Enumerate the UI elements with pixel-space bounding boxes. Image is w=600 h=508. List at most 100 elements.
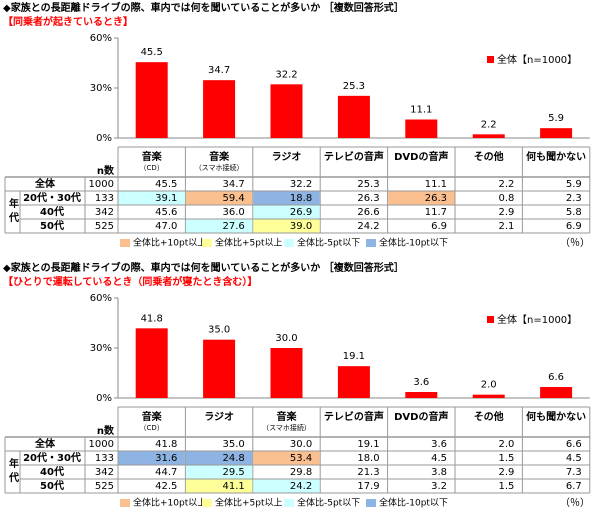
- y-tick-label: 30%: [90, 83, 112, 94]
- cell-value: 3.6: [431, 439, 447, 450]
- cell-value: 18.0: [357, 453, 379, 464]
- cell-value: 19.1: [357, 439, 379, 450]
- bar: [337, 95, 370, 138]
- cell-value: 5.9: [566, 179, 582, 190]
- chart-title: ◆家族との長距離ドライブの際、車内では何を聞いていることが多いか ［複数回答形式…: [3, 261, 404, 274]
- column-header: 音楽: [209, 150, 230, 163]
- cell-value: 53.4: [290, 453, 312, 464]
- cell-value: 29.8: [290, 467, 312, 478]
- value-label: 32.2: [275, 69, 297, 80]
- column-header: 音楽: [277, 410, 298, 423]
- row-n: 342: [95, 467, 114, 478]
- row-label: 全体: [34, 177, 56, 190]
- cell-value: 4.5: [431, 453, 447, 464]
- n-header: n数: [97, 424, 115, 437]
- cell-highlight: [253, 191, 320, 205]
- column-subheader: （スマホ接続）: [262, 423, 311, 432]
- column-header: ラジオ: [204, 411, 234, 423]
- column-header: テレビの音声: [324, 410, 384, 423]
- value-label: 6.6: [548, 372, 564, 383]
- column-header: テレビの音声: [324, 150, 384, 163]
- n-header: n数: [97, 164, 115, 177]
- bar: [135, 328, 168, 398]
- value-label: 30.0: [275, 333, 297, 344]
- cell-value: 2.9: [498, 467, 514, 478]
- cell-value: 24.2: [357, 221, 379, 232]
- column-header: その他: [474, 150, 504, 163]
- bar: [472, 134, 505, 138]
- bar: [203, 80, 236, 138]
- bar: [203, 339, 236, 398]
- bar: [270, 348, 303, 398]
- cell-value: 17.9: [357, 481, 379, 492]
- row-label: 40代: [40, 205, 64, 218]
- cell-highlight: [253, 219, 320, 233]
- cell-value: 45.5: [155, 179, 177, 190]
- value-label: 5.9: [548, 113, 564, 124]
- bar: [540, 128, 573, 138]
- row-n: 525: [95, 481, 114, 492]
- legend-label: 全体比-5pt以下: [297, 497, 360, 508]
- row-label: 50代: [40, 219, 64, 232]
- cell-value: 11.1: [425, 179, 447, 190]
- row-label: 全体: [34, 437, 56, 450]
- column-subheader: （CD）: [140, 164, 164, 172]
- column-header: 何も聞かない: [526, 410, 586, 423]
- cell-highlight: [185, 219, 253, 233]
- value-label: 35.0: [208, 325, 230, 336]
- value-label: 25.3: [343, 81, 365, 92]
- row-label: 50代: [40, 479, 64, 492]
- cell-value: 3.2: [431, 481, 447, 492]
- bar: [405, 392, 438, 398]
- chart-subtitle: 【同乗者が起きているとき】: [3, 15, 133, 28]
- cell-value: 41.1: [223, 481, 245, 492]
- y-tick-label: 0%: [96, 393, 112, 404]
- legend-swatch: [120, 239, 130, 247]
- cell-value: 11.7: [425, 207, 447, 218]
- row-n: 133: [95, 193, 114, 204]
- legend-label: 全体比-5pt以下: [297, 237, 360, 249]
- cell-value: 2.3: [566, 193, 582, 204]
- value-label: 45.5: [141, 47, 163, 58]
- column-subheader: （CD）: [140, 424, 164, 432]
- legend-label: 全体比+10pt以上: [133, 237, 206, 249]
- cell-value: 5.8: [566, 207, 582, 218]
- row-label: 20代・30代: [23, 191, 81, 204]
- group-label: 年代: [7, 457, 20, 486]
- cell-value: 26.6: [357, 207, 379, 218]
- y-tick-label: 60%: [90, 33, 112, 44]
- row-n: 1000: [89, 439, 114, 450]
- cell-highlight: [185, 479, 253, 493]
- row-label: 40代: [40, 465, 64, 478]
- cell-value: 27.6: [223, 221, 245, 232]
- bar: [540, 387, 573, 398]
- cell-value: 6.9: [566, 221, 582, 232]
- cell-value: 26.9: [290, 207, 312, 218]
- legend-label: 全体比-10pt以下: [379, 237, 448, 249]
- value-label: 2.0: [481, 380, 497, 391]
- cell-highlight: [185, 465, 253, 479]
- cell-value: 1.5: [498, 453, 514, 464]
- cell-value: 34.7: [223, 179, 245, 190]
- cell-value: 3.8: [431, 467, 447, 478]
- column-header: 音楽: [142, 410, 163, 423]
- cell-value: 2.2: [498, 179, 514, 190]
- bar: [270, 84, 303, 138]
- cell-value: 42.5: [155, 481, 177, 492]
- row-n: 342: [95, 207, 114, 218]
- column-header: その他: [474, 410, 504, 423]
- cell-value: 1.5: [498, 481, 514, 492]
- cell-value: 26.3: [357, 193, 379, 204]
- bar: [135, 62, 168, 138]
- legend-swatch: [487, 316, 494, 323]
- bar: [472, 394, 505, 398]
- cell-value: 26.3: [425, 193, 447, 204]
- row-n: 525: [95, 221, 114, 232]
- column-header: ラジオ: [272, 151, 302, 163]
- cell-value: 6.7: [566, 481, 582, 492]
- cell-value: 6.6: [566, 439, 582, 450]
- row-label: 20代・30代: [23, 451, 81, 464]
- cell-value: 24.8: [223, 453, 245, 464]
- row-n: 1000: [89, 179, 114, 190]
